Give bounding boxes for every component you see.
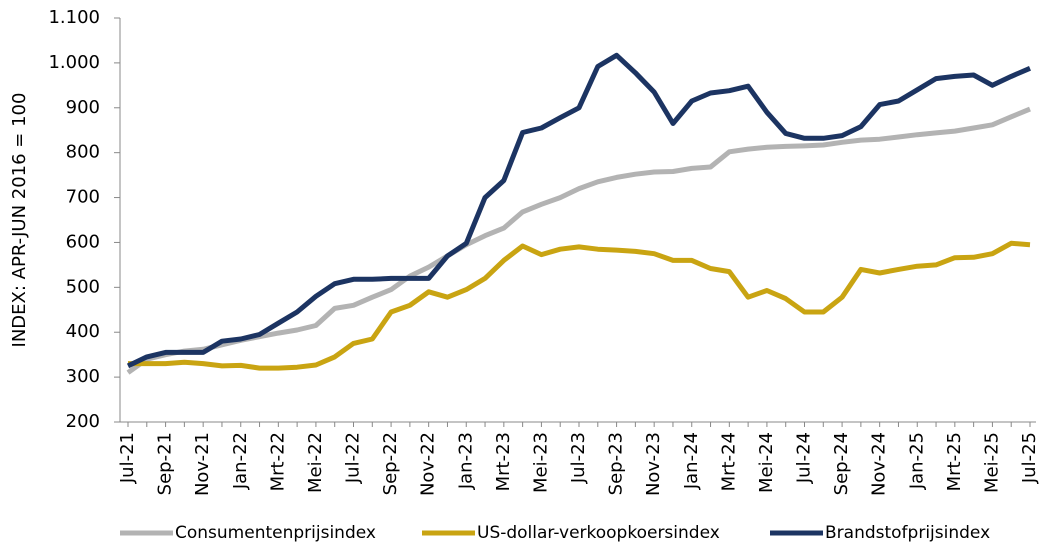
x-tick-label: Jul-24 bbox=[794, 432, 815, 484]
x-tick-label: Nov-21 bbox=[192, 432, 213, 496]
x-tick-label: Jan-25 bbox=[906, 432, 927, 490]
x-tick-label: Mrt-24 bbox=[718, 432, 739, 491]
y-tick-label: 1.000 bbox=[48, 52, 100, 73]
y-tick-label: 600 bbox=[66, 231, 100, 252]
x-tick-label: Sep-23 bbox=[606, 432, 627, 495]
y-tick-label: 400 bbox=[66, 321, 100, 342]
x-tick-label: Jan-23 bbox=[455, 432, 476, 490]
x-tick-label: Nov-22 bbox=[418, 432, 439, 496]
x-tick-label: Jul-23 bbox=[568, 432, 589, 484]
x-tick-label: Jul-22 bbox=[343, 432, 364, 484]
x-tick-label: Nov-24 bbox=[869, 432, 890, 496]
legend-label: US-dollar-verkoopkoersindex bbox=[477, 523, 720, 543]
y-tick-label: 300 bbox=[66, 366, 100, 387]
x-tick-label: Sep-24 bbox=[831, 432, 852, 495]
y-tick-label: 1.100 bbox=[48, 7, 100, 28]
series-line bbox=[128, 240, 1031, 371]
x-tick-label: Mei-22 bbox=[305, 432, 326, 493]
y-tick-label: 500 bbox=[66, 276, 100, 297]
x-tick-label: Mei-23 bbox=[530, 432, 551, 493]
x-tick-label: Jan-24 bbox=[681, 432, 702, 490]
legend-label: Brandstofprijsindex bbox=[825, 523, 990, 543]
x-tick-label: Mrt-23 bbox=[493, 432, 514, 491]
x-tick-label: Mei-24 bbox=[756, 432, 777, 493]
x-tick-label: Jan-22 bbox=[230, 432, 251, 490]
x-tick-label: Jul-21 bbox=[117, 432, 138, 484]
y-axis-label: INDEX: APR-JUN 2016 = 100 bbox=[9, 93, 30, 348]
y-tick-label: 800 bbox=[66, 142, 100, 163]
series-line bbox=[126, 52, 1031, 369]
x-tick-label: Sep-21 bbox=[155, 432, 176, 495]
legend-label: Consumentenprijsindex bbox=[175, 523, 376, 543]
x-tick-label: Jul-25 bbox=[1019, 432, 1040, 484]
x-tick-label: Mei-25 bbox=[981, 432, 1002, 493]
x-tick-label: Mrt-22 bbox=[267, 432, 288, 491]
y-tick-label: 900 bbox=[66, 97, 100, 118]
x-tick-label: Nov-23 bbox=[643, 432, 664, 496]
y-tick-label: 700 bbox=[66, 187, 100, 208]
x-tick-label: Sep-22 bbox=[380, 432, 401, 495]
series-line bbox=[126, 106, 1031, 375]
x-tick-label: Mrt-25 bbox=[944, 432, 965, 491]
y-tick-label: 200 bbox=[66, 411, 100, 432]
